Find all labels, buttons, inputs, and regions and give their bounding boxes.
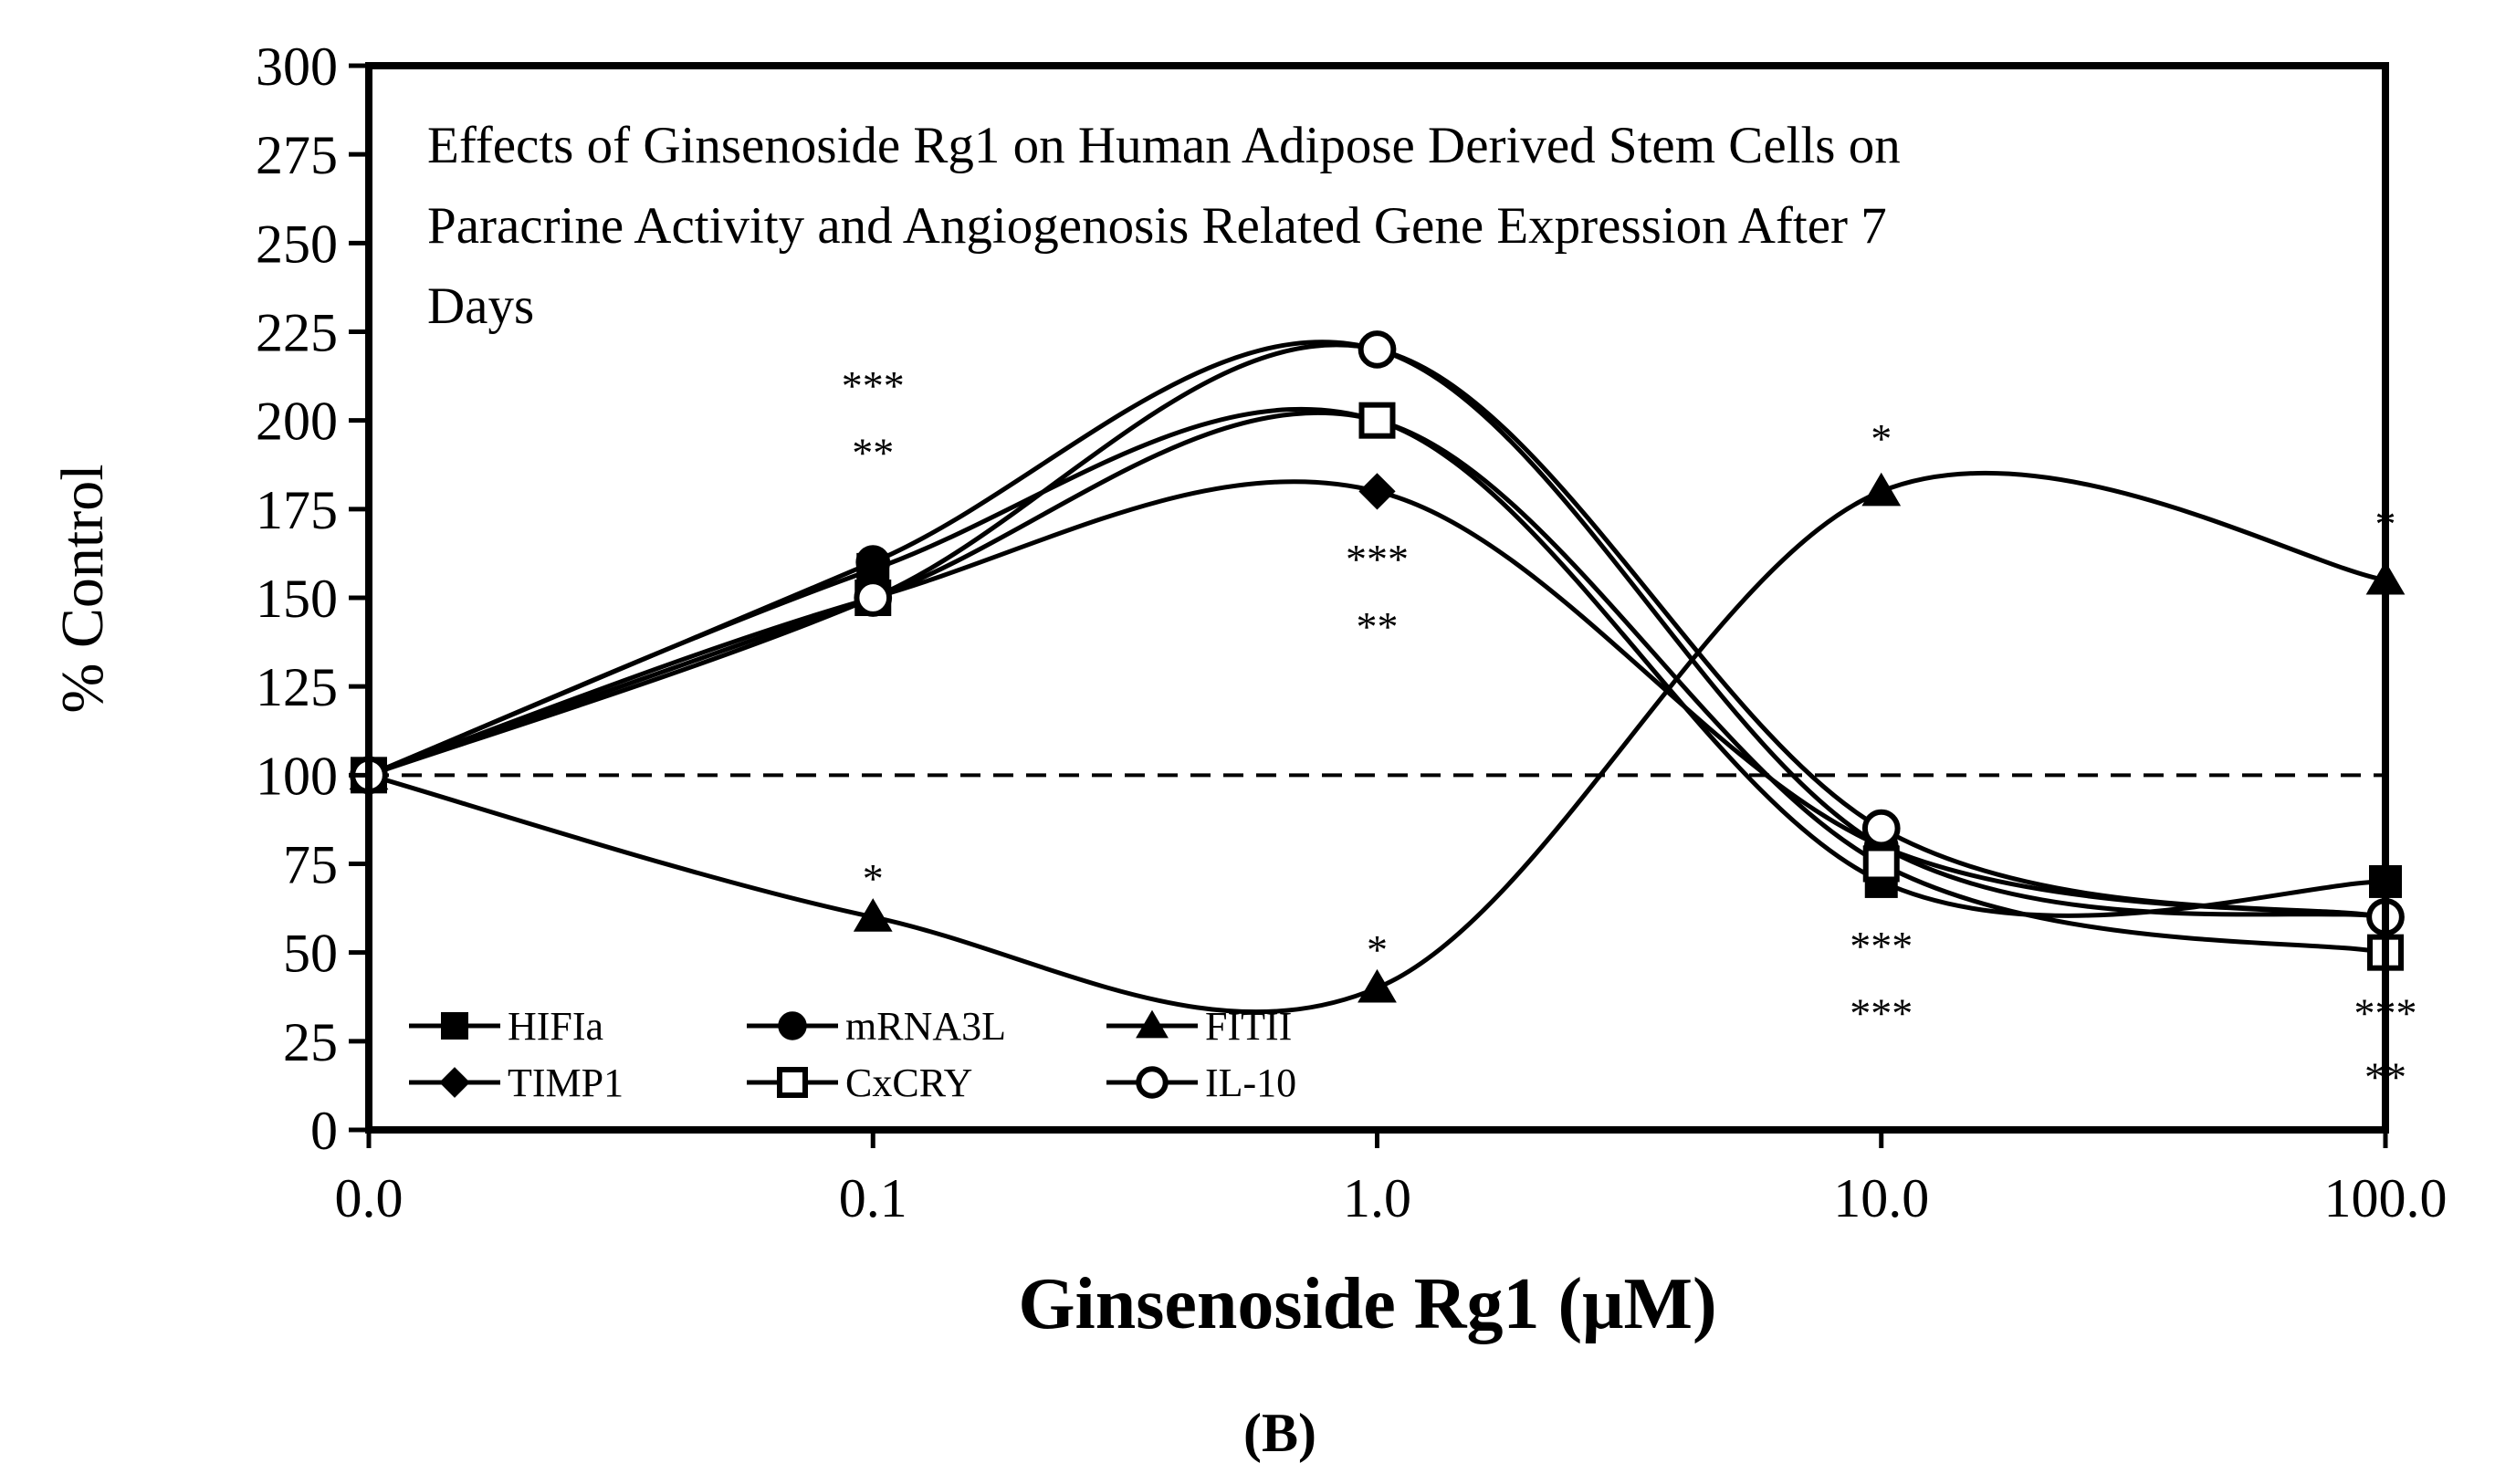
legend-label: TIMP1 xyxy=(508,1061,624,1105)
chart-title-line: Paracrine Activity and Angiogenosis Rela… xyxy=(427,197,1887,255)
y-tick-label: 0 xyxy=(310,1101,338,1161)
legend-item-mrna3l: mRNA3L xyxy=(747,1004,1006,1049)
y-tick-label: 300 xyxy=(256,37,338,97)
legend-label: mRNA3L xyxy=(845,1004,1006,1049)
legend-marker-il-10 xyxy=(1136,1066,1169,1099)
y-tick-label: 200 xyxy=(256,392,338,452)
legend-label: FITII xyxy=(1205,1004,1292,1049)
significance-annotation: *** xyxy=(1346,536,1409,582)
significance-annotation: ** xyxy=(1357,603,1399,650)
y-tick-label: 50 xyxy=(283,924,338,984)
chart-title-line: Effects of Ginsenoside Rg1 on Human Adip… xyxy=(427,117,1901,174)
legend-marker-cxcry xyxy=(777,1067,808,1098)
x-axis-label: Ginsenoside Rg1 (μM) xyxy=(1018,1264,1716,1344)
x-tick-label: 100.0 xyxy=(2324,1168,2448,1228)
significance-annotation: *** xyxy=(1850,923,1913,969)
data-point-il-10-3 xyxy=(1861,809,1901,848)
significance-annotation: * xyxy=(863,855,884,902)
legend-marker-hifia xyxy=(441,1012,468,1040)
panel-label: (B) xyxy=(1243,1403,1316,1463)
x-tick-label: 1.0 xyxy=(1343,1168,1411,1228)
significance-annotation: *** xyxy=(842,362,905,409)
data-point-mrna3l-1 xyxy=(855,545,891,580)
significance-annotation: * xyxy=(1367,926,1388,973)
legend-marker-timp1 xyxy=(439,1067,470,1098)
y-tick-label: 25 xyxy=(283,1012,338,1072)
significance-annotation: ** xyxy=(2364,1054,2406,1101)
y-tick-label: 75 xyxy=(283,835,338,895)
legend-item-cxcry: CxCRY xyxy=(747,1061,972,1105)
chart-title-line: Days xyxy=(427,277,534,335)
significance-annotation: * xyxy=(1871,415,1892,462)
plot-area xyxy=(369,66,2385,1130)
x-tick-label: 0.1 xyxy=(839,1168,907,1228)
x-tick-label: 10.0 xyxy=(1833,1168,1929,1228)
chart-title: Effects of Ginsenoside Rg1 on Human Adip… xyxy=(427,117,1901,335)
legend-label: HIFIa xyxy=(508,1004,603,1049)
data-point-cxcry-2 xyxy=(1358,402,1396,439)
legend-marker-fitii xyxy=(1136,1009,1169,1039)
data-point-cxcry-3 xyxy=(1862,845,1900,883)
data-point-fitii-1 xyxy=(853,898,893,932)
significance-annotation: ** xyxy=(852,430,894,476)
y-tick-label: 250 xyxy=(256,214,338,274)
series-line-fitii xyxy=(366,470,2388,1015)
legend-marker-mrna3l xyxy=(778,1011,807,1040)
y-axis-label: % Control xyxy=(49,464,116,713)
legend-item-timp1: TIMP1 xyxy=(409,1061,624,1105)
plot-background xyxy=(369,66,2385,1130)
legend-label: IL-10 xyxy=(1205,1061,1296,1105)
x-tick-label: 0.0 xyxy=(335,1168,404,1228)
y-tick-label: 225 xyxy=(256,303,338,363)
legend-label: CxCRY xyxy=(845,1061,972,1105)
data-point-timp1-2 xyxy=(1358,473,1396,510)
legend: HIFIa mRNA3L FITII TIMP1 CxCRY IL-10 xyxy=(409,1004,1296,1105)
data-point-il-10-1 xyxy=(854,579,893,617)
significance-annotation: *** xyxy=(1850,990,1913,1037)
y-tick-label: 125 xyxy=(256,657,338,717)
axis-layer: 0 25 50 75 100 125 150 175 200 225 250 275 300 0.0 0.1… xyxy=(256,37,2448,1228)
data-point-fitii-2 xyxy=(1358,968,1397,1003)
data-point-il-10-2 xyxy=(1358,330,1397,369)
y-tick-label: 275 xyxy=(256,125,338,185)
y-tick-label: 150 xyxy=(256,569,338,629)
significance-annotation: * xyxy=(2375,500,2396,547)
legend-item-hifia: HIFIa xyxy=(409,1004,603,1049)
data-point-fitii-3 xyxy=(1861,472,1902,507)
significance-annotation: *** xyxy=(2354,990,2417,1037)
legend-item-fitii: FITII xyxy=(1106,1004,1292,1049)
y-tick-label: 100 xyxy=(256,746,338,806)
y-tick-label: 175 xyxy=(256,480,338,540)
annotation-layer: ************************* xyxy=(842,362,2417,1101)
legend-item-il-10: IL-10 xyxy=(1106,1061,1296,1105)
